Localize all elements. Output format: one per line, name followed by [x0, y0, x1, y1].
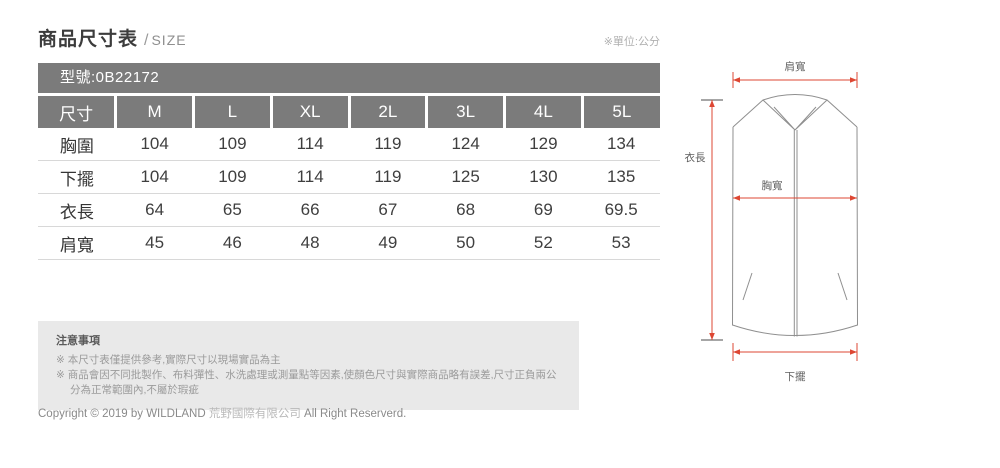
hem-width-label: 下擺	[785, 370, 806, 383]
table-row: 衣長 64 65 66 67 68 69 69.5	[38, 193, 660, 227]
unit-note: ※單位:公分	[603, 36, 660, 48]
size-value-cell: 49	[349, 226, 427, 260]
row-label: 肩寬	[38, 226, 116, 260]
size-value-cell: 104	[115, 128, 194, 161]
chest-width-label: 胸寬	[762, 179, 783, 192]
column-header-2l: 2L	[347, 96, 427, 128]
page-title-en: SIZE	[151, 32, 187, 48]
table-row: 下擺 104 109 114 119 125 130 135	[38, 160, 660, 194]
copyright-prefix: Copyright © 2019 by WILDLAND	[38, 408, 209, 420]
column-header-5l: 5L	[580, 96, 660, 128]
size-table-grid: 尺寸 M L XL 2L 3L 4L 5L 胸圍 104 109 114 119 124 129 134 下擺…	[38, 96, 660, 260]
notes-list: ※ 本尺寸表僅提供參考,實際尺寸以現場實品為主 ※ 商品會因不同批製作、布料彈性、…	[56, 353, 561, 398]
row-label: 下擺	[38, 160, 116, 194]
garment-length-label: 衣長	[685, 151, 706, 164]
size-table-body: 胸圍 104 109 114 119 124 129 134 下擺 104 109 114 119 125…	[38, 128, 660, 260]
size-value-cell: 66	[271, 193, 349, 227]
right-pocket-line	[837, 272, 848, 301]
vest-outline	[732, 94, 858, 128]
column-header-3l: 3L	[425, 96, 505, 128]
size-value-cell: 109	[193, 160, 272, 194]
size-value-cell: 52	[504, 226, 583, 260]
notes-box: 注意事項 ※ 本尺寸表僅提供參考,實際尺寸以現場實品為主 ※ 商品會因不同批製作、…	[38, 321, 579, 410]
page-header: 商品尺寸表 / SIZE ※單位:公分	[38, 24, 660, 51]
vest-measurement-diagram: 肩寬 衣長 胸寬 下擺	[685, 60, 859, 383]
size-value-cell: 46	[193, 226, 272, 260]
left-pocket-line	[742, 272, 753, 301]
model-number-bar: 型號:0B22172	[38, 63, 660, 93]
company-name: 荒野國際有限公司	[208, 408, 301, 420]
size-value-cell: 119	[349, 160, 427, 194]
size-value-cell: 69.5	[582, 193, 660, 227]
size-value-cell: 130	[504, 160, 583, 194]
note-item: ※ 本尺寸表僅提供參考,實際尺寸以現場實品為主	[56, 354, 281, 366]
column-header-4l: 4L	[503, 96, 583, 128]
size-value-cell: 45	[115, 226, 194, 260]
row-label: 衣長	[38, 193, 116, 227]
column-header-m: M	[114, 96, 194, 128]
title-separator: /	[144, 32, 150, 49]
size-value-cell: 67	[349, 193, 427, 227]
size-value-cell: 50	[426, 226, 505, 260]
row-label: 胸圍	[38, 128, 116, 161]
column-header-xl: XL	[269, 96, 349, 128]
notes-title: 注意事項	[56, 335, 100, 347]
page-title-zh: 商品尺寸表	[38, 29, 139, 50]
size-value-cell: 53	[582, 226, 660, 260]
size-value-cell: 125	[426, 160, 505, 194]
size-value-cell: 109	[193, 128, 272, 161]
column-header-measure: 尺寸	[38, 96, 116, 128]
copyright-suffix: All Right Reserverd.	[300, 408, 407, 420]
size-value-cell: 69	[504, 193, 583, 227]
size-value-cell: 48	[271, 226, 349, 260]
size-value-cell: 64	[115, 193, 194, 227]
size-value-cell: 134	[582, 128, 660, 161]
size-value-cell: 104	[115, 160, 194, 194]
page-title: 商品尺寸表 / SIZE	[38, 24, 187, 51]
size-value-cell: 119	[349, 128, 427, 161]
size-table: 型號:0B22172 尺寸 M L XL 2L 3L 4L 5L 胸圍 104 109 114 119…	[38, 63, 660, 260]
size-value-cell: 135	[582, 160, 660, 194]
size-value-cell: 65	[193, 193, 272, 227]
size-value-cell: 129	[504, 128, 583, 161]
table-row: 肩寬 45 46 48 49 50 52 53	[38, 226, 660, 260]
column-header-l: L	[192, 96, 272, 128]
size-value-cell: 124	[426, 128, 505, 161]
shoulder-width-label: 肩寬	[785, 60, 806, 73]
size-value-cell: 68	[426, 193, 505, 227]
size-value-cell: 114	[271, 160, 349, 194]
copyright: Copyright © 2019 by WILDLAND 荒野國際有限公司 Al…	[38, 405, 406, 421]
note-item: ※ 商品會因不同批製作、布料彈性、水洗處理或測量點等因素,使顏色尺寸與實際商品略…	[56, 369, 557, 396]
size-value-cell: 114	[271, 128, 349, 161]
size-table-header-row: 尺寸 M L XL 2L 3L 4L 5L	[38, 96, 660, 128]
table-row: 胸圍 104 109 114 119 124 129 134	[38, 128, 660, 161]
